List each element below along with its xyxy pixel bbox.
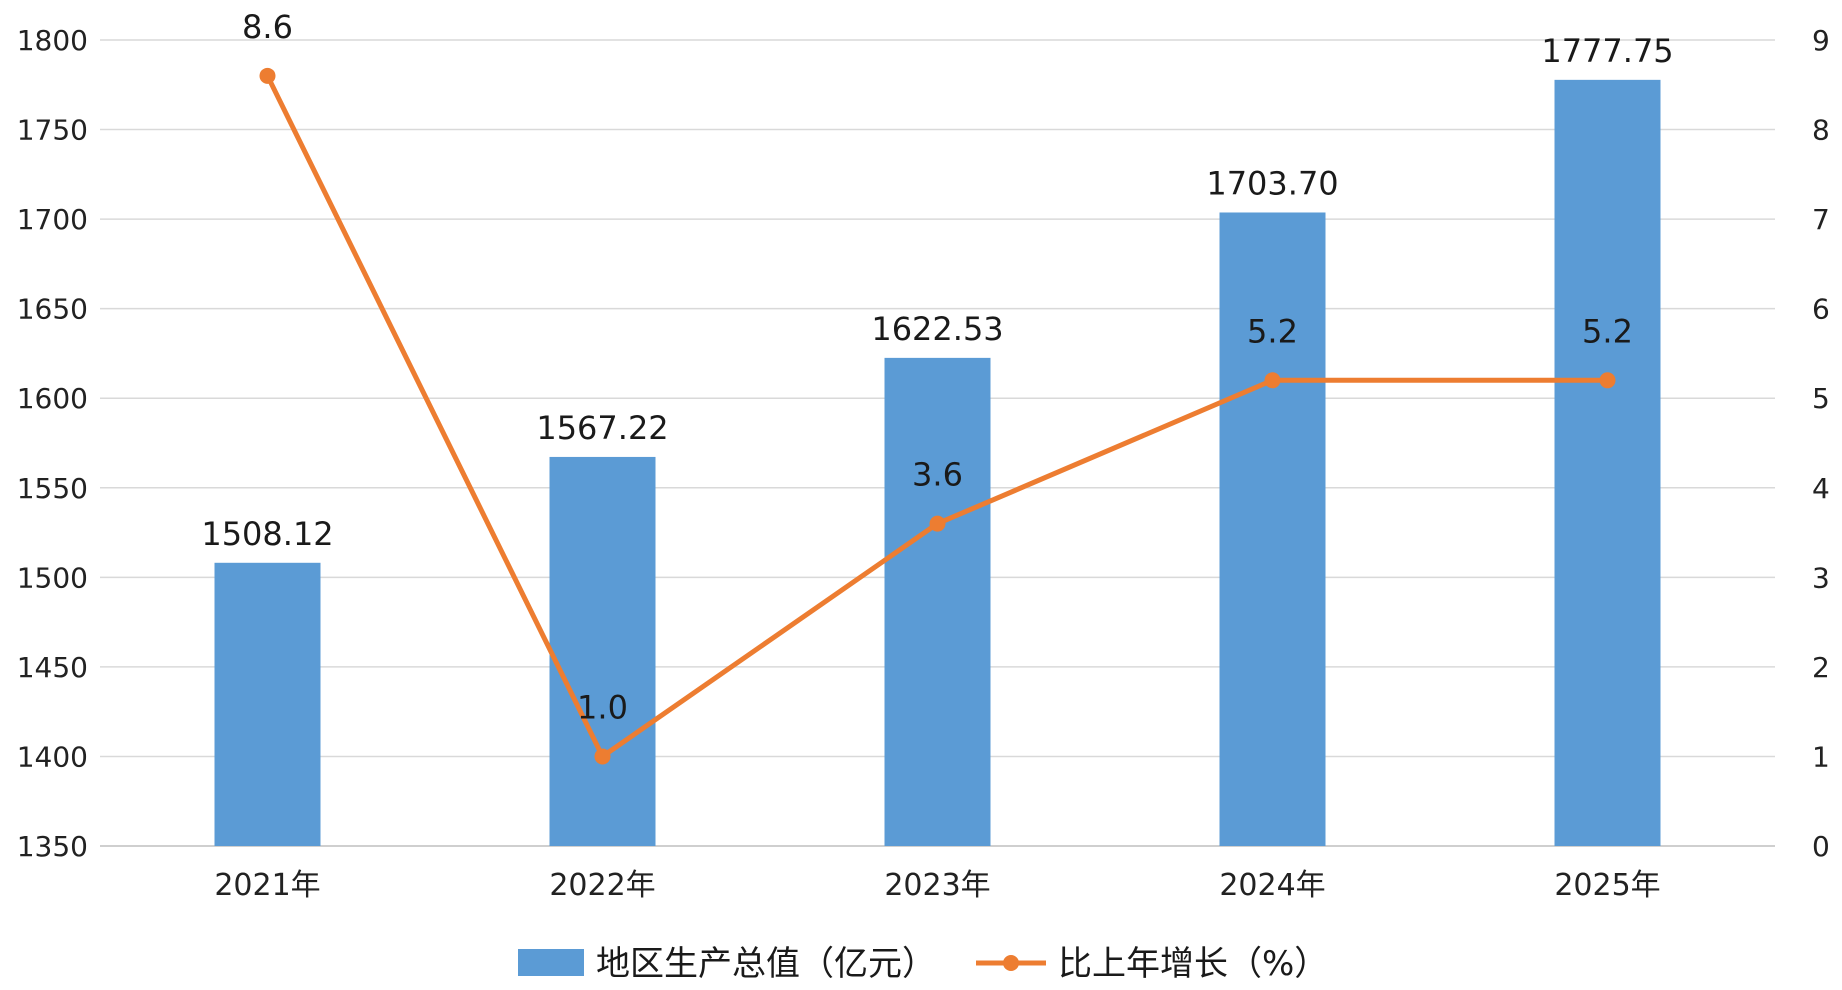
- line-data-label: 1.0: [577, 688, 628, 726]
- line-data-label: 5.2: [1247, 312, 1298, 350]
- y-right-tick-label: 5: [1812, 382, 1830, 415]
- line-data-label: 3.6: [912, 456, 963, 494]
- x-tick-label: 2023年: [884, 868, 990, 903]
- bar-data-label: 1508.12: [201, 515, 333, 553]
- data-labels: 1508.12 1567.22 1622.53 1703.70 1777.75 8.6 1.…: [201, 8, 1673, 727]
- legend-line-marker: [1003, 955, 1019, 971]
- y-left-tick-label: 1550: [17, 472, 88, 505]
- y-right-tick-label: 8: [1812, 114, 1830, 147]
- legend: 地区生产总值（亿元） 比上年增长（%）: [518, 944, 1328, 984]
- line-point: [1264, 372, 1281, 389]
- y-left-tick-label: 1800: [17, 24, 88, 57]
- y-right-tick-label: 2: [1812, 651, 1830, 684]
- bar-data-label: 1622.53: [871, 310, 1003, 348]
- x-tick-label: 2024年: [1219, 868, 1325, 903]
- bar: [214, 562, 321, 846]
- legend-bar-swatch: [518, 949, 584, 976]
- y-left-tick-label: 1750: [17, 114, 88, 147]
- line-point: [594, 748, 611, 765]
- bar: [549, 456, 656, 846]
- line-data-label: 5.2: [1582, 312, 1633, 350]
- bar-series: [214, 79, 1661, 846]
- y-left-tick-label: 1600: [17, 382, 88, 415]
- bar-data-label: 1703.70: [1206, 164, 1338, 202]
- y-left-tick-label: 1400: [17, 740, 88, 773]
- y-axis-right: 9 8 7 6 5 4 3 2 1 0: [1812, 24, 1830, 863]
- y-left-tick-label: 1500: [17, 561, 88, 594]
- y-right-tick-label: 6: [1812, 293, 1830, 326]
- y-right-tick-label: 3: [1812, 561, 1830, 594]
- line-point: [929, 515, 946, 532]
- y-axis-left: 1800 1750 1700 1650 1600 1550 1500 1450 1400 1350: [17, 24, 88, 863]
- bar: [884, 357, 991, 846]
- x-axis: 2021年 2022年 2023年 2024年 2025年: [214, 868, 1660, 903]
- y-right-tick-label: 1: [1812, 740, 1830, 773]
- x-tick-label: 2025年: [1554, 868, 1660, 903]
- line-series: [259, 67, 1616, 765]
- y-right-tick-label: 7: [1812, 203, 1830, 236]
- x-tick-label: 2021年: [214, 868, 320, 903]
- y-left-tick-label: 1650: [17, 293, 88, 326]
- legend-line-label: 比上年增长（%）: [1058, 944, 1328, 984]
- y-right-tick-label: 0: [1812, 830, 1830, 863]
- y-right-tick-label: 4: [1812, 472, 1830, 505]
- legend-bar-label: 地区生产总值（亿元）: [596, 944, 936, 984]
- line-point: [1599, 372, 1616, 389]
- y-left-tick-label: 1450: [17, 651, 88, 684]
- bar: [1219, 212, 1326, 846]
- bar: [1554, 79, 1661, 846]
- y-left-tick-label: 1700: [17, 203, 88, 236]
- line-data-label: 8.6: [242, 8, 293, 46]
- y-left-tick-label: 1350: [17, 830, 88, 863]
- y-right-tick-label: 9: [1812, 24, 1830, 57]
- line-point: [259, 67, 276, 84]
- bar-data-label: 1777.75: [1541, 32, 1673, 70]
- bar-data-label: 1567.22: [536, 409, 668, 447]
- x-tick-label: 2022年: [549, 868, 655, 903]
